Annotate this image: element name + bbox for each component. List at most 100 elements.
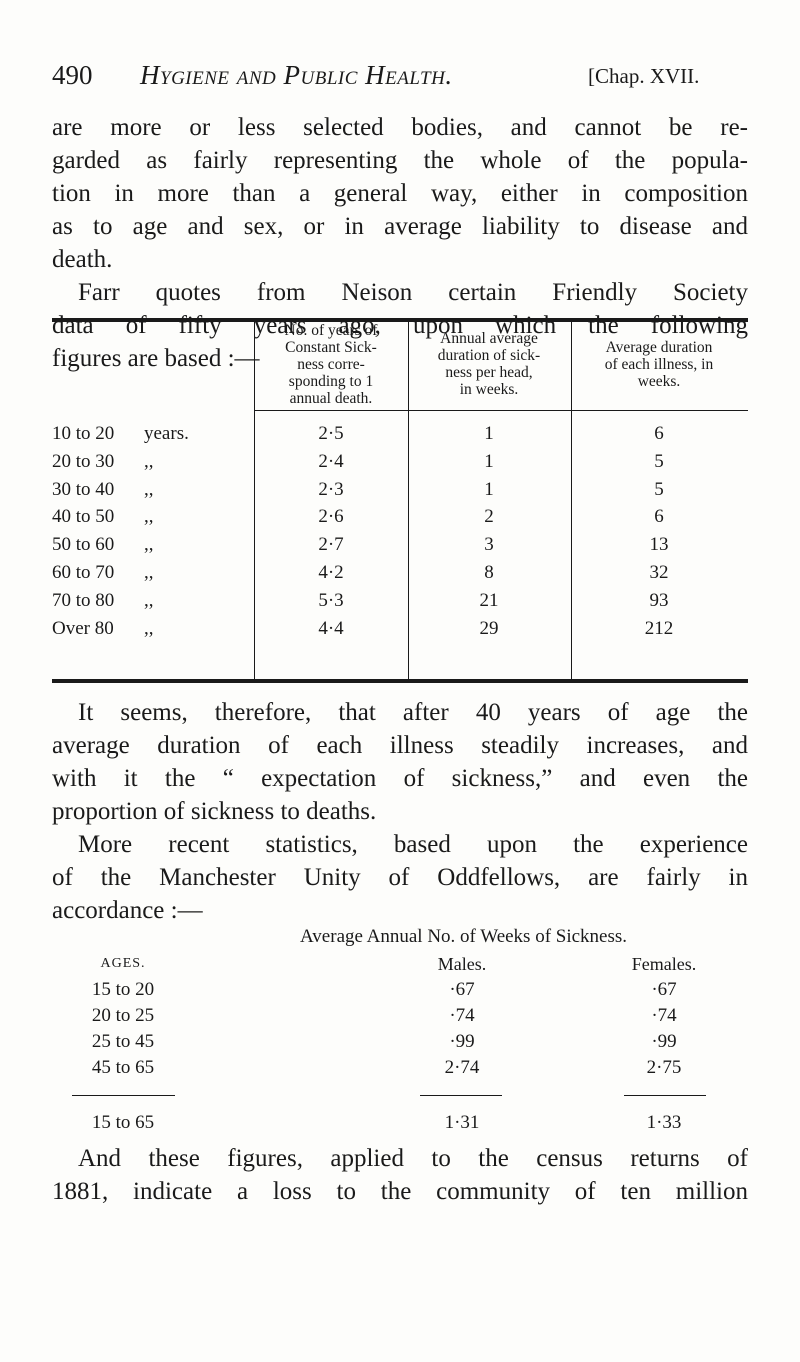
text-line: death. [52, 246, 113, 273]
cell: 2·7 [318, 534, 344, 556]
row-label: 30 to 40 [52, 478, 115, 500]
column-header: weeks. [637, 372, 681, 390]
text-line: accordance :— [52, 897, 203, 924]
table-title: Average Annual No. of Weeks of Sickness. [300, 926, 628, 947]
cell: 2·3 [318, 478, 344, 500]
ditto: ,, [144, 589, 154, 611]
row-label: 10 to 20 [52, 423, 115, 444]
rule [72, 1095, 175, 1096]
text-line: proportion of sickness to deaths. [52, 798, 377, 825]
column-header: Females. [631, 954, 697, 974]
rule [408, 322, 409, 679]
row-label: 40 to 50 [52, 506, 115, 528]
column-header: sponding to 1 [288, 372, 374, 390]
column-header: Ages. [100, 956, 146, 971]
column-header: duration of sick- [437, 347, 541, 364]
total-cell: 1·31 [444, 1112, 480, 1133]
cell: 32 [649, 562, 669, 583]
text-line: More recent statistics, based upon the e… [78, 831, 748, 858]
cell: 5 [654, 450, 664, 472]
column-header: Constant Sick- [285, 338, 377, 356]
text-line: data of fifty years ago, upon which the … [52, 312, 748, 339]
cell: ·74 [449, 1005, 475, 1026]
row-label: 60 to 70 [52, 562, 115, 583]
column-header: in weeks. [459, 381, 519, 398]
running-title: Hygiene and Public Health. [140, 60, 453, 90]
cell: 212 [644, 617, 674, 639]
column-header: of each illness, in [604, 355, 714, 373]
column-header: ness corre- [297, 355, 365, 373]
column-header: Males. [437, 954, 487, 974]
text-line: tion in more than a general way, either … [52, 180, 748, 207]
cell: ·99 [449, 1031, 475, 1052]
cell: 4·4 [318, 617, 344, 639]
cell: 2·5 [318, 423, 344, 444]
column-header: annual death. [289, 389, 373, 407]
ditto: ,, [144, 534, 154, 556]
text-line: And these figures, applied to the census… [78, 1145, 748, 1172]
cell: ·99 [651, 1031, 677, 1052]
cell: 4·2 [318, 562, 344, 583]
total-cell: 15 to 65 [91, 1112, 155, 1133]
ditto: ,, [144, 506, 154, 528]
rule [624, 1095, 706, 1096]
text-line: with it the “ expectation of sickness,” … [52, 765, 748, 792]
rule [420, 1095, 502, 1096]
cell: ·67 [651, 979, 677, 1000]
cell: 2·75 [646, 1057, 682, 1078]
row-label: 70 to 80 [52, 589, 115, 611]
page-number: 490 [52, 60, 93, 90]
cell: 29 [479, 617, 499, 639]
row-label: 50 to 60 [52, 534, 115, 556]
ditto: ,, [144, 562, 154, 583]
cell: 20 to 25 [91, 1005, 155, 1026]
cell: 15 to 20 [91, 979, 155, 1000]
ditto: ,, [144, 478, 154, 500]
rule [571, 322, 572, 679]
rule [254, 322, 255, 679]
cell: 21 [479, 589, 499, 611]
cell: 1 [484, 478, 494, 500]
cell: 2·6 [318, 506, 344, 528]
row-label: 20 to 30 [52, 450, 115, 472]
cell: 5·3 [318, 589, 344, 611]
rule [52, 679, 748, 683]
cell: 8 [484, 562, 494, 583]
text-line: as to age and sex, or in average liabili… [52, 213, 748, 240]
cell: 1 [484, 450, 494, 472]
cell: 1 [484, 423, 494, 444]
text-line: 1881, indicate a loss to the community o… [52, 1178, 748, 1205]
cell: 2·74 [444, 1057, 480, 1078]
total-cell: 1·33 [646, 1112, 682, 1133]
column-header: Average duration [605, 338, 713, 356]
ditto: ,, [144, 617, 154, 639]
text-line: Farr quotes from Neison certain Friendly… [78, 279, 748, 306]
row-label: Over 80 [52, 617, 114, 639]
cell: 3 [484, 534, 494, 556]
cell: 13 [649, 534, 669, 556]
text-line: of the Manchester Unity of Oddfellows, a… [52, 864, 748, 891]
text-line: garded as fairly representing the whole … [52, 147, 748, 174]
text-line: figures are based :— [52, 345, 260, 372]
ditto: ,, [144, 450, 154, 472]
ditto: years. [144, 423, 189, 444]
text-line: are more or less selected bodies, and ca… [52, 114, 748, 141]
text-line: average duration of each illness steadil… [52, 732, 748, 759]
cell: 5 [654, 478, 664, 500]
column-header: Annual average [440, 330, 538, 347]
cell: 93 [649, 589, 669, 611]
cell: ·67 [449, 979, 475, 1000]
text-line: It seems, therefore, that after 40 years… [78, 699, 748, 726]
column-header: ness per head, [445, 364, 533, 381]
cell: 6 [654, 423, 664, 444]
chapter: [Chap. XVII. [588, 64, 700, 88]
rule [52, 318, 748, 322]
cell: 25 to 45 [91, 1031, 155, 1052]
cell: 6 [654, 506, 664, 528]
column-header: No. of years of [284, 321, 378, 339]
rule [254, 410, 748, 411]
cell: ·74 [651, 1005, 677, 1026]
cell: 2 [484, 506, 494, 528]
cell: 45 to 65 [91, 1057, 155, 1078]
